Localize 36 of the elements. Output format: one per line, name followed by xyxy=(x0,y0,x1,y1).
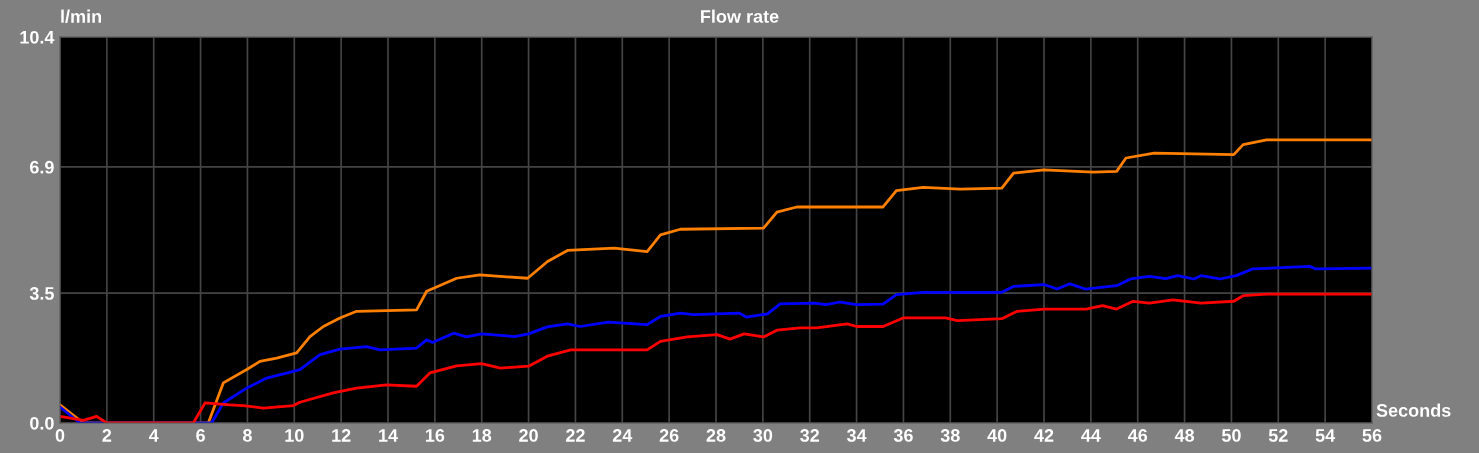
x-tick-label: 44 xyxy=(1081,429,1101,442)
x-tick-label: 22 xyxy=(566,429,585,442)
y-tick-label: 6.9 xyxy=(30,160,54,174)
x-tick-label: 12 xyxy=(332,429,351,442)
x-tick-label: 28 xyxy=(706,429,726,442)
x-tick-label: 48 xyxy=(1174,429,1195,442)
x-tick-label: 10 xyxy=(285,429,304,442)
x-tick-label: 56 xyxy=(1362,429,1382,442)
x-tick-label: 24 xyxy=(612,429,633,442)
chart-title: Flow rate xyxy=(701,9,779,23)
x-tick-label: 16 xyxy=(425,429,445,442)
x-tick-label: 42 xyxy=(1034,429,1054,442)
x-tick-label: 26 xyxy=(659,429,679,442)
x-tick-label: 50 xyxy=(1221,429,1241,442)
x-tick-label: 20 xyxy=(519,429,538,442)
y-axis-title: l/min xyxy=(61,9,102,24)
x-tick-label: 34 xyxy=(846,429,867,442)
y-tick-label: 0.0 xyxy=(30,416,54,430)
x-tick-label: 4 xyxy=(148,429,159,442)
x-tick-label: 2 xyxy=(102,429,112,442)
x-tick-label: 6 xyxy=(196,429,205,442)
x-tick-label: 14 xyxy=(379,429,398,442)
x-tick-label: 8 xyxy=(242,429,252,442)
x-tick-label: 32 xyxy=(800,429,820,442)
x-axis-title: Seconds xyxy=(1376,403,1451,417)
x-tick-label: 30 xyxy=(753,429,773,442)
y-tick-label: 10.4 xyxy=(20,30,55,44)
x-tick-label: 18 xyxy=(472,429,492,442)
x-tick-label: 40 xyxy=(987,429,1007,442)
y-tick-label: 3.5 xyxy=(29,287,54,300)
x-tick-label: 46 xyxy=(1127,429,1148,442)
x-tick-label: 36 xyxy=(893,429,913,442)
x-tick-label: 54 xyxy=(1315,429,1336,442)
x-tick-label: 52 xyxy=(1268,429,1288,442)
x-tick-label: 0 xyxy=(55,429,65,442)
x-tick-label: 38 xyxy=(940,429,960,442)
